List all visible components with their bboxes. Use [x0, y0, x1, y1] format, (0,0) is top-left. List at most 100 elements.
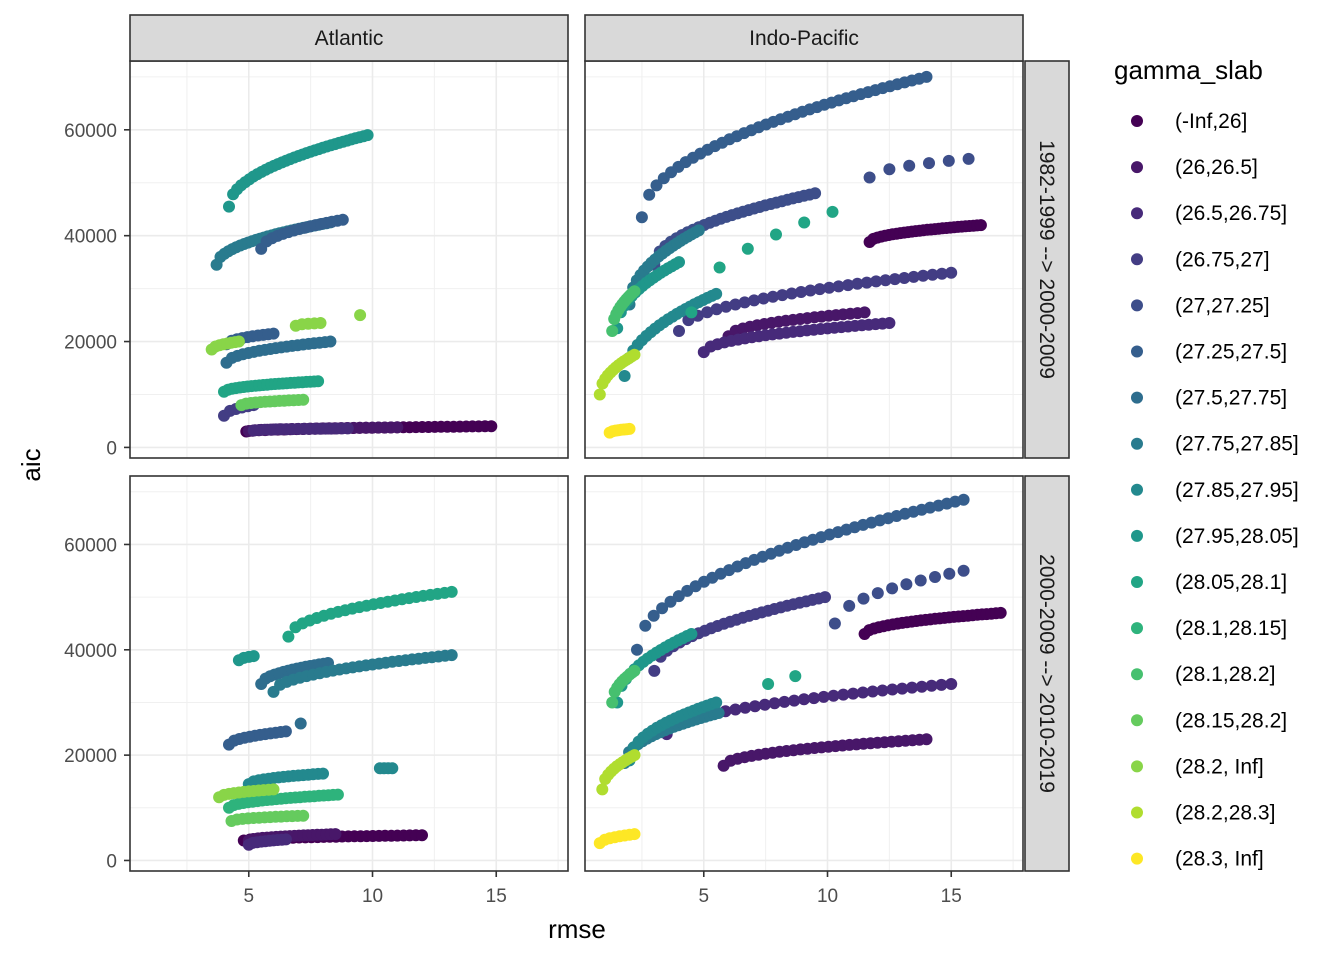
legend-key-dot — [1131, 391, 1143, 404]
data-point — [935, 267, 948, 280]
data-point — [386, 762, 399, 775]
data-point — [223, 200, 235, 213]
data-point — [920, 733, 933, 746]
legend-label: (26.5,26.75] — [1175, 202, 1287, 225]
data-point — [798, 216, 811, 229]
legend-key-dot — [1131, 345, 1143, 358]
data-point — [898, 272, 911, 284]
data-point — [720, 300, 732, 313]
data-point — [903, 159, 916, 172]
data-point — [915, 680, 928, 693]
data-point — [247, 650, 260, 663]
y-tick-label: 60000 — [64, 121, 117, 142]
data-point — [331, 788, 344, 801]
legend-label: (27.95,28.05] — [1175, 525, 1299, 548]
legend-label: (27.85,27.95] — [1175, 479, 1299, 502]
y-tick-label: 60000 — [64, 535, 117, 556]
data-point — [692, 224, 705, 237]
legend-item: (28.3, Inf] — [1131, 848, 1264, 871]
data-point — [926, 268, 939, 281]
legend-key-dot — [1131, 437, 1143, 450]
data-point — [807, 692, 820, 705]
data-point — [860, 276, 873, 289]
data-point — [391, 421, 404, 434]
legend-item: (27.85,27.95] — [1131, 479, 1299, 502]
facet-strips: Atlantic Indo-Pacific 1982-1999 --> 2000… — [129, 14, 1070, 872]
data-point — [628, 828, 641, 841]
legend-label: (27,27.25] — [1175, 294, 1270, 317]
legend-label: (27.5,27.75] — [1175, 387, 1287, 410]
x-tick-label: 10 — [817, 886, 838, 907]
data-point — [596, 783, 609, 796]
data-point — [886, 582, 899, 595]
legend-item: (27.75,27.85] — [1131, 433, 1299, 456]
legend-key-dot — [1131, 714, 1143, 727]
data-point — [826, 205, 839, 218]
legend-label: (28.05,28.1] — [1175, 571, 1287, 594]
y-axis-label: aic — [16, 448, 46, 481]
legend: gamma_slab (-Inf,26] (26,26.5] (26.5,26.75… — [1114, 55, 1299, 871]
legend-key-dot — [1131, 207, 1143, 220]
y-tick-label: 20000 — [64, 333, 117, 354]
data-point — [925, 679, 938, 692]
data-point — [647, 609, 660, 622]
data-point — [871, 587, 884, 600]
data-point — [827, 689, 840, 702]
data-point — [618, 370, 631, 382]
data-point — [631, 643, 643, 656]
data-point — [896, 682, 909, 695]
legend-key-dot — [1131, 115, 1143, 127]
data-point — [906, 681, 918, 694]
x-tick-label: 15 — [486, 886, 507, 907]
data-point — [843, 599, 856, 612]
data-point — [943, 567, 956, 580]
data-point — [738, 296, 751, 309]
data-point — [813, 283, 826, 296]
data-point — [643, 188, 656, 201]
y-tick-label: 40000 — [64, 641, 117, 662]
panel-0-1 — [584, 60, 1024, 459]
legend-item: (27.25,27.5] — [1131, 341, 1287, 364]
data-point — [729, 703, 742, 716]
data-point — [593, 388, 606, 401]
y-tick-label: 20000 — [64, 746, 117, 767]
legend-label: (28.1,28.2] — [1175, 663, 1275, 686]
y-tick-label: 0 — [106, 438, 117, 459]
data-point — [900, 578, 913, 591]
data-point — [606, 325, 619, 337]
data-point — [842, 279, 854, 292]
legend-key-dot — [1131, 161, 1143, 174]
strip-background — [1024, 475, 1070, 872]
data-point — [883, 163, 896, 176]
data-point — [795, 286, 808, 298]
legend-item: (27,27.25] — [1131, 294, 1270, 317]
data-point — [279, 833, 292, 846]
data-point — [267, 327, 280, 340]
data-point — [923, 157, 935, 170]
data-point — [883, 317, 896, 329]
legend-key-dot — [1131, 253, 1143, 266]
legend-item: (28.15,28.2] — [1131, 709, 1287, 732]
legend-label: (26.75,27] — [1175, 248, 1270, 271]
data-point — [312, 375, 325, 388]
data-point — [650, 179, 663, 192]
legend-item: (-Inf,26] — [1131, 110, 1247, 133]
panel-1-0 — [129, 475, 569, 872]
data-point — [639, 619, 652, 632]
data-point — [267, 783, 280, 796]
data-point — [648, 664, 661, 677]
legend-key-dot — [1131, 622, 1143, 635]
legend-item: (28.2,28.3] — [1131, 802, 1275, 825]
legend-item: (28.1,28.15] — [1131, 617, 1287, 640]
data-point — [858, 306, 871, 319]
strip-background — [584, 14, 1024, 62]
data-point — [847, 687, 860, 700]
data-point — [917, 269, 930, 282]
panel-border — [129, 475, 569, 872]
data-point — [914, 574, 927, 587]
data-point — [770, 228, 782, 241]
data-point — [710, 303, 723, 316]
data-point — [778, 695, 791, 708]
data-point — [712, 707, 725, 719]
data-point — [445, 585, 458, 598]
